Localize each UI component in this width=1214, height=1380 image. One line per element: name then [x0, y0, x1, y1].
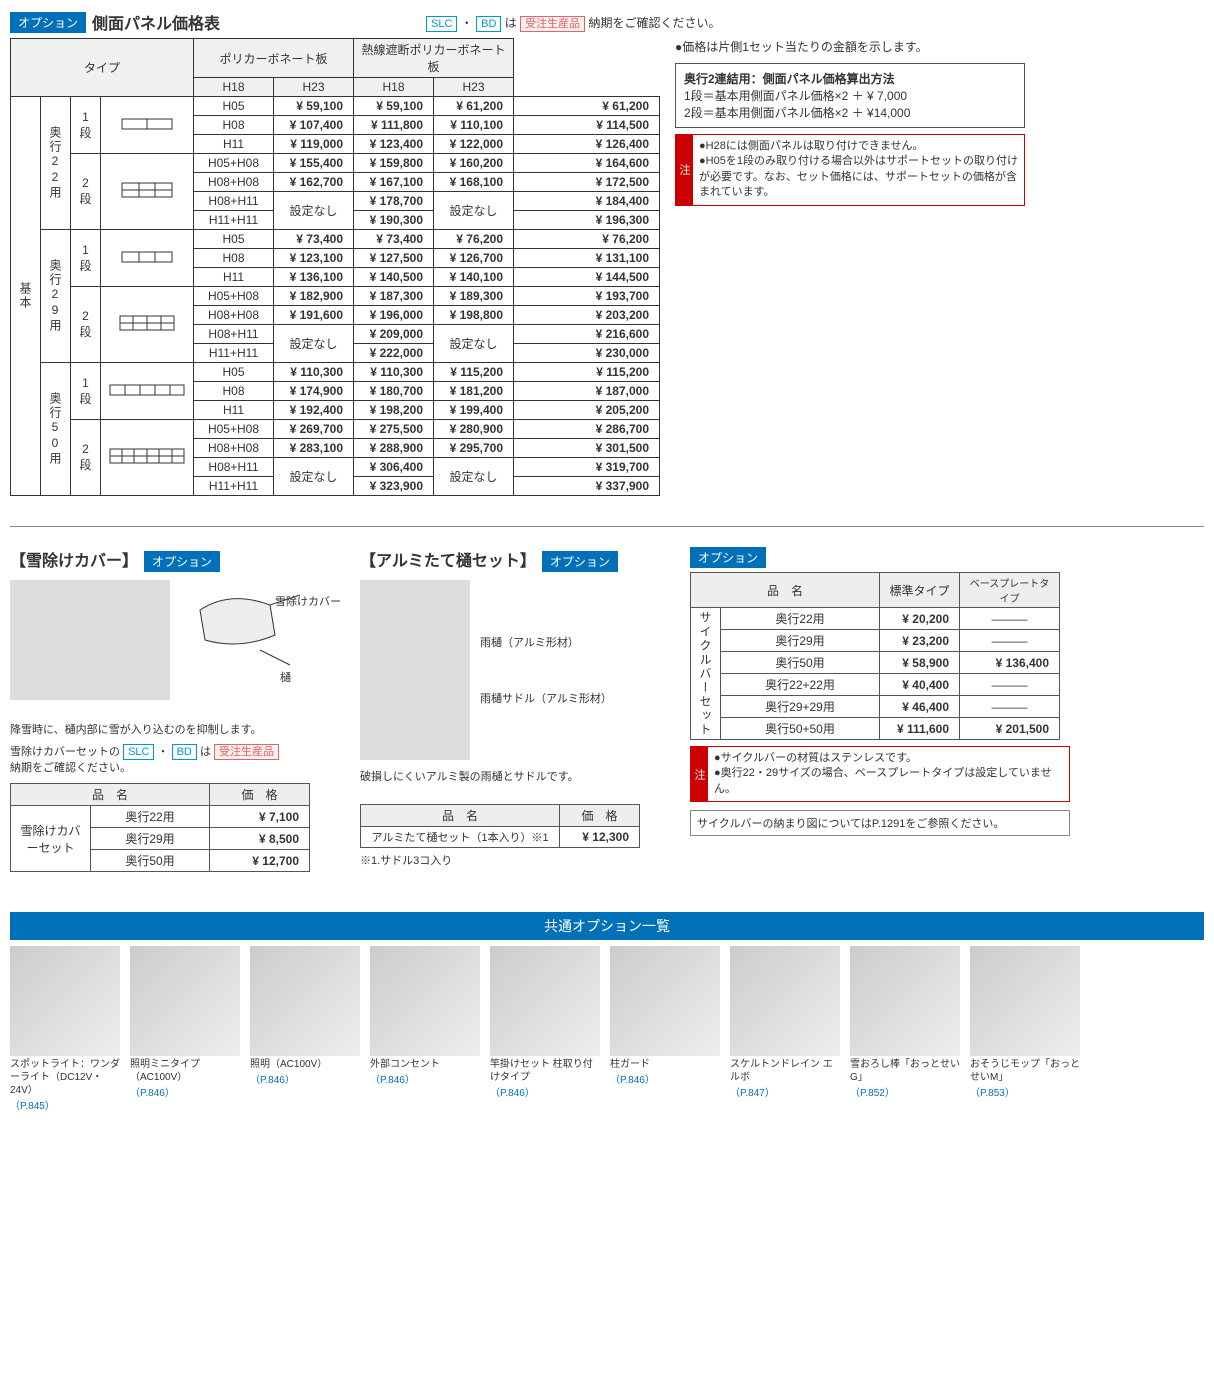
thumb-item: スケルトンドレイン エルボ（P.847） [730, 946, 840, 1112]
thumb-caption: おそうじモップ「おっとせいM」 [970, 1058, 1080, 1084]
cycle-ref: サイクルバーの納まり図についてはP.1291をご参照ください。 [690, 810, 1070, 836]
snow-section: 【雪除けカバー】オプション 雪除けカバー 樋 降雪時に、樋内部に雪が入り込むのを… [10, 547, 330, 872]
thumb-caption: 照明（AC100V） [250, 1058, 360, 1071]
grid-icon-2x6 [107, 447, 187, 465]
thumb-caption: 照明ミニタイプ（AC100V） [130, 1058, 240, 1084]
thumb-item: 外部コンセント（P.846） [370, 946, 480, 1112]
thumb-ref: （P.852） [850, 1084, 960, 1099]
thumb-item: おそうじモップ「おっとせいM」（P.853） [970, 946, 1080, 1112]
thumb-image [250, 946, 360, 1056]
thumb-item: 竿掛けセット 柱取り付けタイプ（P.846） [490, 946, 600, 1112]
thumbs-row: スポットライト：ワンダーライト（DC12V・24V）（P.845）照明ミニタイプ… [10, 946, 1204, 1112]
thumb-caption: 竿掛けセット 柱取り付けタイプ [490, 1058, 600, 1084]
thumb-ref: （P.846） [250, 1071, 360, 1086]
thumb-image [490, 946, 600, 1056]
grid-icon-1x5 [107, 381, 187, 399]
grid-icon-1x3 [117, 248, 177, 266]
thumb-caption: スポットライト：ワンダーライト（DC12V・24V） [10, 1058, 120, 1097]
thumb-item: 柱ガード（P.846） [610, 946, 720, 1112]
alumi-table: 品 名価 格 アルミたて樋セット（1本入り）※1¥ 12,300 [360, 804, 640, 848]
grid-icon-2x4 [117, 314, 177, 332]
snow-photo [10, 580, 170, 700]
cycle-table: 品 名標準タイプベースプレートタイプ サイクルバーセット奥行22用¥ 20,20… [690, 572, 1060, 740]
page-title: 側面パネル価格表 [92, 10, 220, 34]
grid-icon-1x2 [117, 115, 177, 133]
thumb-item: スポットライト：ワンダーライト（DC12V・24V）（P.845） [10, 946, 120, 1112]
thumb-ref: （P.846） [610, 1071, 720, 1086]
common-header: 共通オプション一覧 [10, 912, 1204, 940]
thumb-ref: （P.853） [970, 1084, 1080, 1099]
thumb-ref: （P.847） [730, 1084, 840, 1099]
right-notes: ●価格は片側1セット当たりの金額を示します。 奥行2連結用：側面パネル価格算出方… [675, 38, 1025, 214]
slc-badge: SLC [426, 16, 457, 32]
bd-badge: BD [476, 16, 501, 32]
caution-box: 注 ●H28には側面パネルは取り付けできません。 ●H05を1段のみ取り付ける場… [675, 134, 1025, 206]
thumb-ref: （P.846） [370, 1071, 480, 1086]
price-table: タイプ ポリカーボネート板 熱線遮断ポリカーボネート板 H18 H23 H18 … [10, 38, 660, 496]
option-badge: オプション [10, 12, 86, 33]
order-badge: 受注生産品 [520, 16, 585, 32]
main-header: オプション 側面パネル価格表 SLC ・ BD は 受注生産品 納期をご確認くだ… [10, 10, 1204, 34]
thumb-item: 照明（AC100V）（P.846） [250, 946, 360, 1112]
thumb-caption: スケルトンドレイン エルボ [730, 1058, 840, 1084]
thumb-ref: （P.846） [130, 1084, 240, 1099]
thumb-image [850, 946, 960, 1056]
calc-box: 奥行2連結用：側面パネル価格算出方法 1段＝基本用側面パネル価格×2 ＋ ¥ 7… [675, 63, 1025, 128]
snow-table: 品 名価 格 雪除けカバーセット奥行22用¥ 7,100 奥行29用¥ 8,50… [10, 783, 310, 872]
thumb-ref: （P.845） [10, 1097, 120, 1112]
cycle-section: オプション 品 名標準タイプベースプレートタイプ サイクルバーセット奥行22用¥… [690, 547, 1070, 872]
thumb-caption: 柱ガード [610, 1058, 720, 1071]
thumb-image [730, 946, 840, 1056]
thumb-caption: 雪おろし棒「おっとせいG」 [850, 1058, 960, 1084]
cycle-caution: 注 ●サイクルバーの材質はステンレスです。 ●奥行22・29サイズの場合、ベース… [690, 746, 1070, 802]
thumb-image [130, 946, 240, 1056]
thumb-image [10, 946, 120, 1056]
thumb-item: 照明ミニタイプ（AC100V）（P.846） [130, 946, 240, 1112]
thumb-image [610, 946, 720, 1056]
thumb-caption: 外部コンセント [370, 1058, 480, 1071]
grid-icon-2x3 [117, 181, 177, 199]
thumb-ref: （P.846） [490, 1084, 600, 1099]
thumb-image [370, 946, 480, 1056]
thumb-item: 雪おろし棒「おっとせいG」（P.852） [850, 946, 960, 1112]
thumb-image [970, 946, 1080, 1056]
